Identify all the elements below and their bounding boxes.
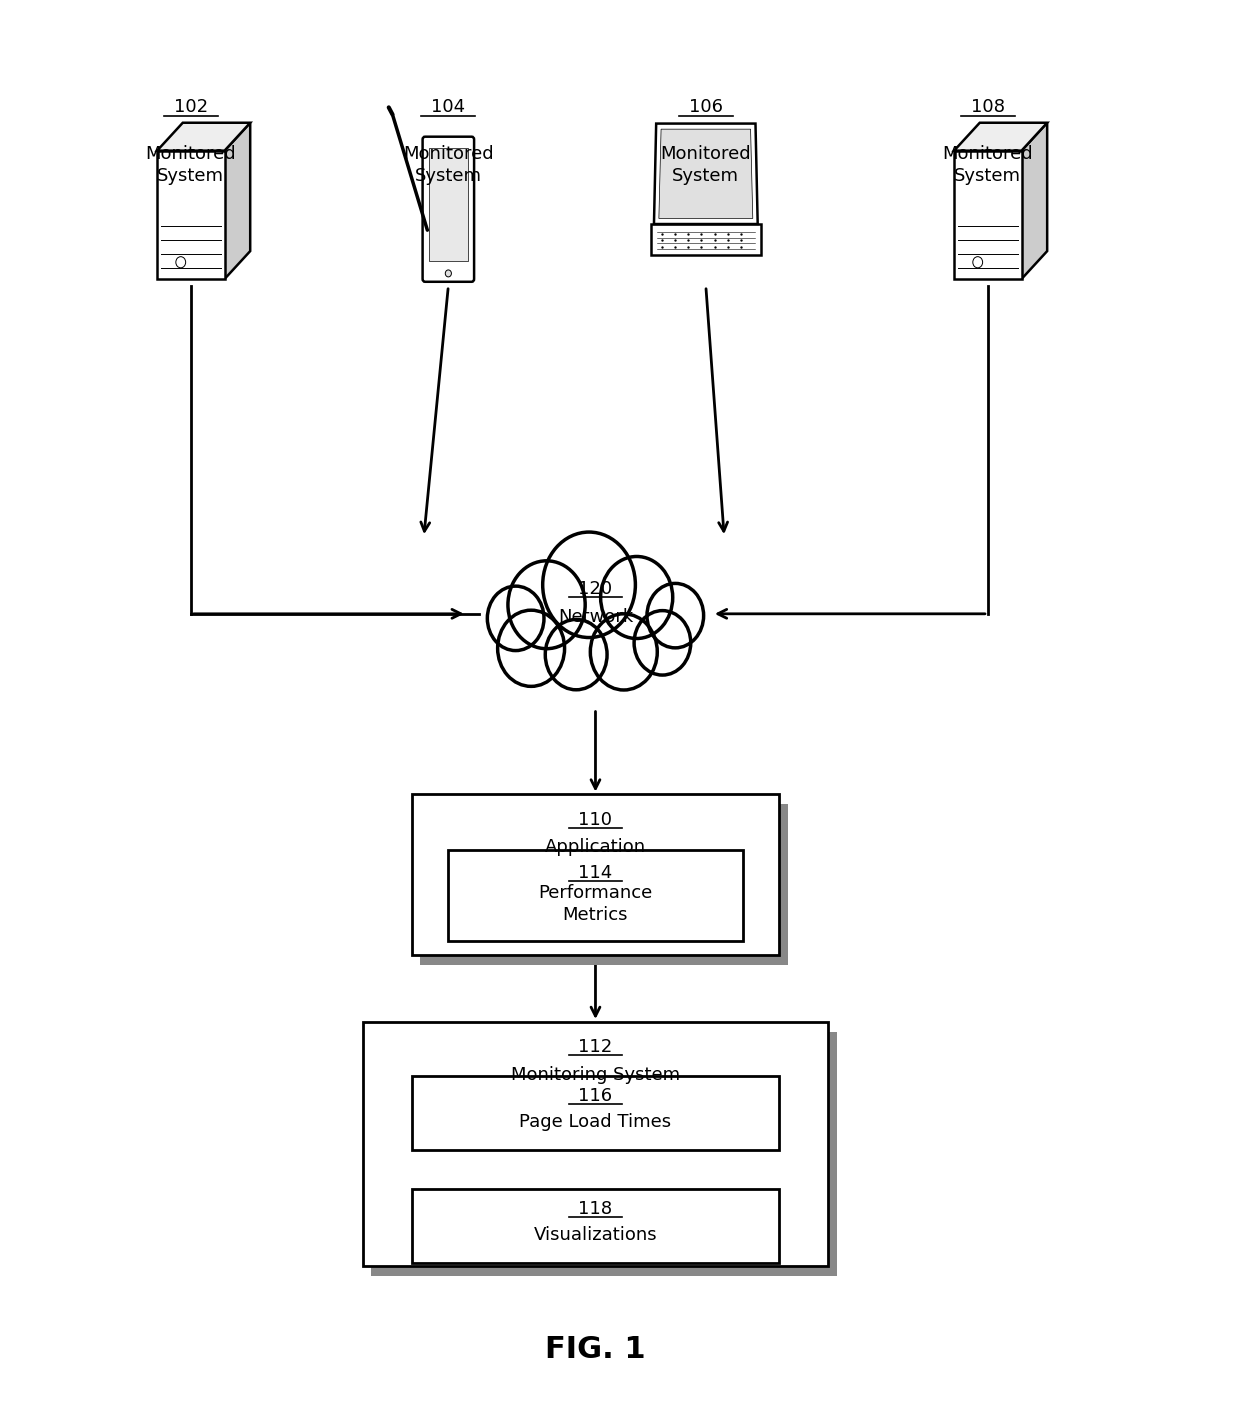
Circle shape (546, 620, 608, 690)
FancyBboxPatch shape (423, 137, 474, 282)
Circle shape (445, 271, 451, 278)
Polygon shape (653, 124, 758, 224)
Bar (449, 850, 743, 941)
Bar (429, 148, 467, 261)
Bar (362, 1022, 828, 1267)
Circle shape (647, 583, 703, 648)
Polygon shape (157, 151, 224, 279)
Text: 106: 106 (689, 99, 723, 117)
Text: Monitored
System: Monitored System (403, 145, 494, 185)
Bar (412, 1076, 780, 1150)
Polygon shape (1022, 123, 1047, 279)
Circle shape (634, 610, 691, 675)
Polygon shape (224, 123, 250, 279)
Text: 108: 108 (971, 99, 1004, 117)
Text: FIG. 1: FIG. 1 (546, 1334, 646, 1364)
Text: Network: Network (558, 607, 634, 626)
Text: Visualizations: Visualizations (533, 1226, 657, 1244)
Text: Monitored
System: Monitored System (145, 145, 236, 185)
Polygon shape (954, 151, 1022, 279)
Text: Monitoring System: Monitoring System (511, 1065, 680, 1084)
Bar (651, 224, 761, 255)
Circle shape (600, 557, 673, 638)
Text: 110: 110 (579, 810, 613, 828)
Circle shape (590, 614, 657, 690)
Polygon shape (658, 130, 753, 218)
Circle shape (497, 610, 564, 686)
Text: 120: 120 (578, 579, 613, 597)
Circle shape (543, 533, 635, 637)
Bar (420, 805, 787, 965)
Polygon shape (954, 123, 1047, 151)
Bar (412, 795, 780, 955)
Text: 104: 104 (432, 99, 465, 117)
Circle shape (508, 561, 585, 648)
Text: 114: 114 (578, 864, 613, 882)
Bar (371, 1031, 837, 1275)
Text: Monitored
System: Monitored System (661, 145, 751, 185)
Text: Application: Application (544, 838, 646, 857)
Text: Monitored
System: Monitored System (942, 145, 1033, 185)
Circle shape (487, 586, 544, 651)
Bar (412, 1189, 780, 1264)
Text: Page Load Times: Page Load Times (520, 1113, 672, 1130)
Text: 102: 102 (174, 99, 208, 117)
Polygon shape (157, 123, 250, 151)
Text: 118: 118 (578, 1200, 613, 1217)
Bar (482, 596, 709, 659)
Text: 112: 112 (578, 1038, 613, 1055)
Text: Performance
Metrics: Performance Metrics (538, 883, 652, 924)
Text: 116: 116 (578, 1086, 613, 1105)
